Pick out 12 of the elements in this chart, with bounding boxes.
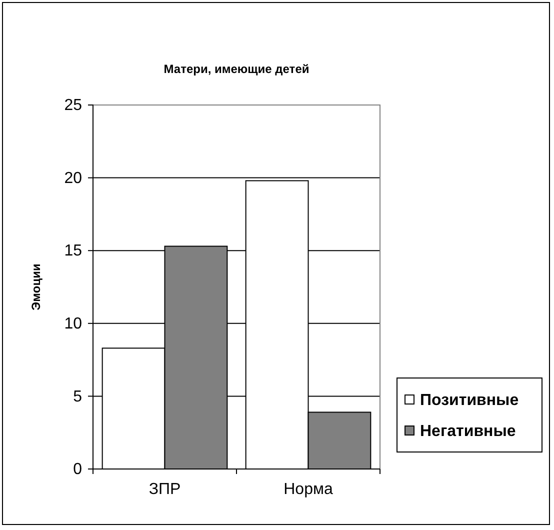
- y-tick-label: 25: [64, 97, 82, 114]
- y-tick-label: 0: [73, 461, 82, 478]
- y-axis-title: Эмоции: [29, 264, 43, 310]
- x-tick-label: Норма: [284, 481, 333, 498]
- y-tick-label: 20: [64, 170, 82, 187]
- y-tick-label: 5: [73, 388, 82, 406]
- x-tick-label: ЗПР: [148, 481, 181, 498]
- y-tick-label: 15: [64, 242, 82, 260]
- legend-label: Позитивные: [420, 392, 519, 409]
- chart-title: Матери, имеющие детей: [164, 62, 310, 76]
- y-tick-label: 10: [64, 316, 82, 333]
- legend-label: Негативные: [420, 423, 516, 440]
